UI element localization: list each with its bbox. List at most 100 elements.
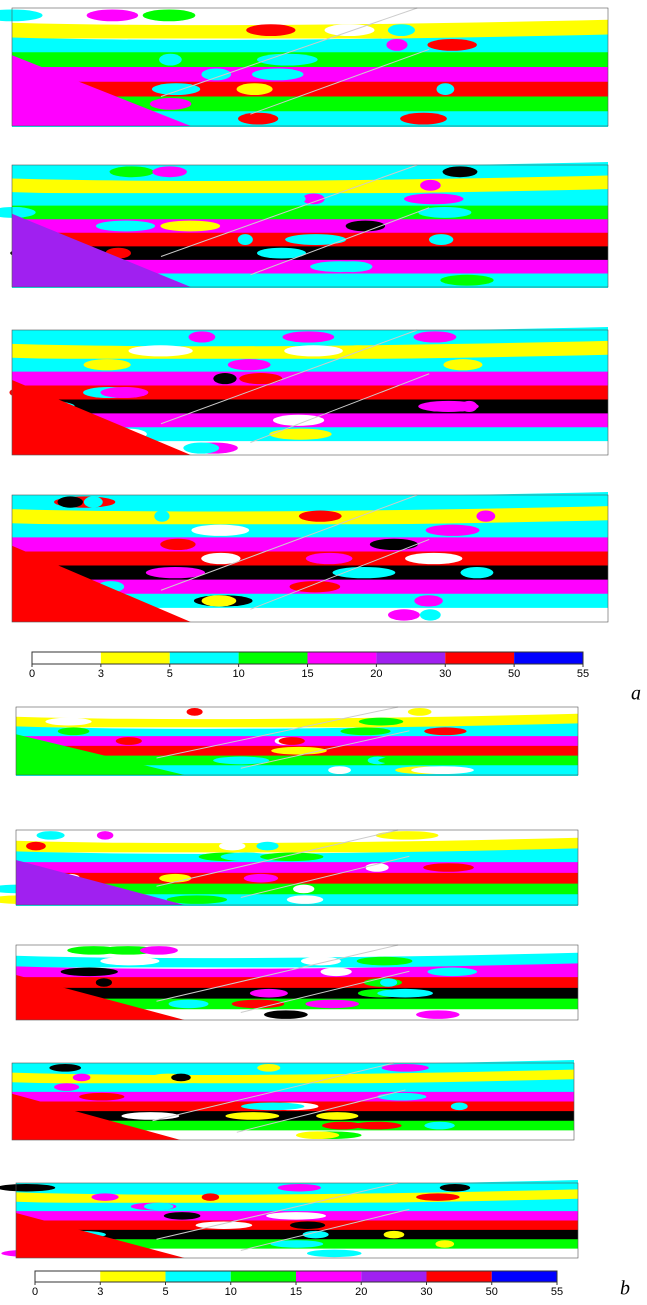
section-blob (439, 1183, 471, 1192)
section-blob (460, 566, 494, 579)
section-layer (12, 162, 608, 180)
section-layer (16, 837, 578, 853)
section-blob (427, 38, 477, 51)
section-blob (289, 1221, 326, 1229)
section-blob (377, 1092, 427, 1101)
section-frame (15, 1182, 579, 1259)
section-blob (237, 234, 253, 245)
section-blob (128, 345, 193, 357)
section-layer (12, 399, 608, 415)
section-blob (278, 737, 305, 745)
section-blob (414, 746, 432, 755)
section-blob (298, 510, 342, 522)
section-blob (266, 1212, 327, 1220)
section-blob (36, 831, 65, 840)
section-blob (152, 166, 187, 178)
section-blob (270, 1240, 324, 1248)
section-blob (411, 766, 474, 775)
section-frame (11, 7, 609, 127)
section-blob (109, 166, 154, 178)
section-blob (324, 24, 375, 37)
section-blob (151, 83, 201, 96)
section-blob (420, 179, 441, 191)
section-blob (461, 400, 478, 412)
section-blob (443, 359, 483, 371)
section-blob (171, 746, 227, 755)
colorbar-tick-label: 15 (290, 1286, 302, 1298)
fault-line (156, 944, 399, 1002)
fault-line (250, 207, 430, 276)
section-blob (413, 331, 457, 343)
section-frame (11, 164, 609, 288)
colorbar-segment (169, 652, 239, 664)
section-blob (243, 873, 279, 883)
section-blob (403, 193, 464, 205)
section-blob (338, 1202, 396, 1211)
section-blob (400, 112, 447, 125)
section-blob (227, 359, 271, 371)
section-blob (283, 193, 306, 205)
section-blob (306, 1249, 362, 1258)
colorbar-tick-label: 3 (98, 668, 104, 680)
fault-wedge (12, 55, 191, 127)
fault-wedge (12, 213, 191, 287)
section-blob (83, 496, 103, 508)
section-blob (79, 1092, 125, 1101)
section-blob (320, 967, 352, 977)
section-blob (149, 97, 192, 110)
fault-line (156, 1182, 399, 1240)
section-layer (16, 987, 578, 1000)
section-blob (0, 1183, 56, 1192)
colorbar-segment (238, 652, 308, 664)
fault-line (240, 855, 410, 898)
fault-wedge (16, 1213, 185, 1258)
colorbar-segment (32, 652, 101, 664)
section-blob (272, 414, 325, 426)
section-blob (405, 552, 463, 565)
section-blob (321, 1121, 363, 1130)
section-layer (12, 1060, 574, 1074)
fault-wedge (12, 1093, 181, 1140)
section-blob (95, 978, 112, 987)
colorbar-segment (426, 1271, 492, 1282)
section-layer (12, 205, 608, 221)
colorbar-tick-label: 10 (225, 1286, 237, 1298)
section-frame (11, 494, 609, 623)
section-blob (414, 595, 443, 607)
section-blob (380, 978, 398, 987)
section-blob (284, 345, 343, 357)
section-blob (95, 220, 156, 232)
colorbar-segment (514, 652, 583, 664)
section-blob (226, 538, 270, 551)
fault-line (156, 706, 399, 759)
section-blob (201, 595, 237, 607)
section-blob (54, 1083, 80, 1091)
colorbar-tick-label: 5 (167, 668, 173, 680)
fault-line (160, 164, 418, 257)
section-blob (168, 999, 209, 1009)
section-layer (16, 755, 578, 767)
section-blob (319, 863, 367, 872)
section-blob (356, 1240, 418, 1248)
colorbar-segment (361, 1271, 427, 1282)
fault-line (160, 329, 418, 425)
section-frame (11, 329, 609, 456)
section-layer (16, 977, 578, 989)
section-blob (440, 274, 494, 286)
colorbar-segment (165, 1271, 231, 1282)
section-layer (12, 219, 608, 234)
section-blob (416, 1193, 460, 1201)
colorbar-segment (296, 1271, 362, 1282)
section-blob (310, 261, 370, 273)
colorbar-segment (100, 1271, 166, 1282)
section-blob (26, 841, 46, 851)
section-blob (142, 9, 196, 22)
section-blob (236, 83, 273, 96)
fault-wedge (16, 975, 185, 1020)
section-blob (358, 717, 404, 726)
section-blob (159, 53, 182, 66)
section-blob (159, 873, 192, 883)
section-layer (12, 492, 608, 511)
colorbar-tick-label: 55 (551, 1286, 563, 1298)
